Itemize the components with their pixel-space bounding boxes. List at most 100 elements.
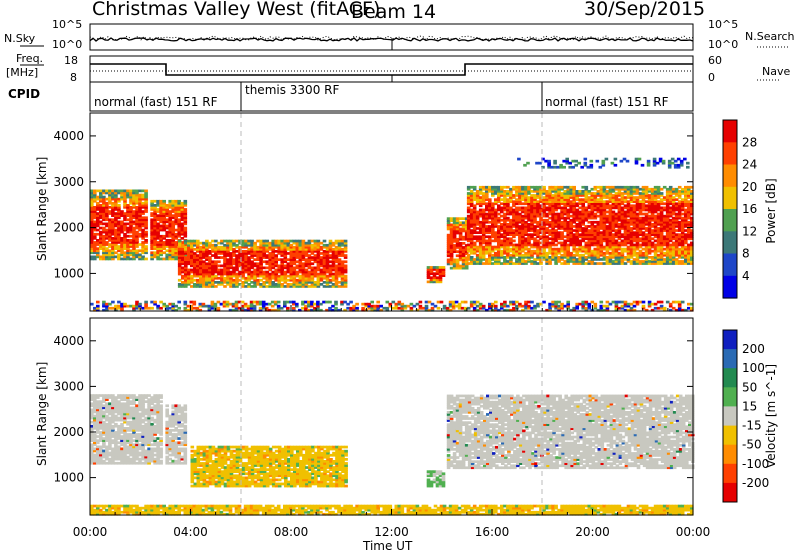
heatmap-cell: [307, 274, 312, 278]
heatmap-cell: [446, 250, 451, 253]
heatmap-cell: [596, 231, 601, 234]
heatmap-cell: [153, 218, 157, 222]
heatmap-cell: [298, 245, 303, 249]
heatmap-cell: [205, 256, 209, 259]
heatmap-cell: [581, 192, 585, 195]
heatmap-cell: [229, 252, 233, 255]
heatmap-cell: [587, 212, 592, 216]
heatmap-cell: [608, 239, 613, 243]
heatmap-cell: [488, 190, 492, 193]
heatmap-cell: [500, 249, 504, 253]
heatmap-cell: [551, 204, 555, 208]
heatmap-cell: [653, 229, 658, 232]
heatmap-cell: [96, 306, 100, 310]
heatmap-cell: [469, 251, 474, 255]
heatmap-cell: [208, 285, 212, 288]
heatmap-cell: [199, 272, 203, 276]
heatmap-cell: [539, 258, 543, 261]
heatmap-cell: [569, 218, 573, 222]
heatmap-cell: [512, 231, 516, 234]
heatmap-cell: [138, 222, 142, 226]
heatmap-cell: [229, 258, 233, 261]
heatmap-cell: [99, 208, 103, 211]
heatmap-cell: [150, 208, 154, 211]
heatmap-cell: [153, 220, 157, 224]
heatmap-cell: [126, 189, 130, 193]
heatmap-cell: [211, 262, 215, 266]
heatmap-cell: [162, 214, 166, 217]
heatmap-cell: [90, 224, 94, 228]
heatmap-cell: [677, 210, 682, 214]
heatmap-cell: [515, 218, 519, 222]
heatmap-cell: [614, 194, 619, 197]
heatmap-cell: [461, 252, 466, 255]
heatmap-cell: [536, 206, 540, 210]
heatmap-cell: [265, 276, 269, 280]
heatmap-cell: [680, 206, 685, 210]
heatmap-cell: [512, 229, 516, 232]
heatmap-cell: [274, 262, 278, 266]
heatmap-cell: [485, 202, 489, 206]
heatmap-cell: [629, 249, 634, 253]
heatmap-cell: [521, 237, 525, 241]
heatmap-cell: [569, 202, 573, 206]
heatmap-cell: [557, 258, 561, 261]
heatmap-cell: [340, 281, 345, 284]
heatmap-cell: [190, 285, 194, 288]
heatmap-cell: [584, 262, 589, 265]
heatmap-cell: [524, 225, 528, 228]
heatmap-cell: [343, 250, 348, 253]
heatmap-cell: [168, 230, 172, 234]
heatmap-cell: [138, 208, 142, 211]
heatmap-cell: [509, 258, 513, 261]
heatmap-cell: [641, 206, 646, 210]
heatmap-cell: [129, 191, 133, 195]
heatmap-cell: [280, 245, 284, 249]
heatmap-cell: [608, 260, 613, 263]
heatmap-cell: [551, 200, 555, 203]
heatmap-cell: [123, 302, 127, 306]
heatmap-cell: [187, 239, 191, 243]
heatmap-cell: [144, 226, 148, 230]
heatmap-cell: [647, 227, 652, 230]
heatmap-cell: [132, 249, 136, 253]
heatmap-cell: [328, 266, 333, 270]
heatmap-cell: [196, 283, 200, 286]
heatmap-cell: [659, 198, 664, 201]
heatmap-cell: [159, 206, 163, 209]
heatmap-cell: [102, 195, 106, 199]
heatmap-cell: [626, 194, 631, 197]
heatmap-cell: [668, 229, 673, 232]
heatmap-cell: [298, 281, 303, 284]
heatmap-cell: [475, 256, 480, 259]
heatmap-cell: [150, 243, 154, 246]
heatmap-cell: [632, 220, 637, 224]
heatmap-cell: [641, 198, 646, 201]
heatmap-cell: [259, 283, 263, 286]
heatmap-cell: [247, 260, 251, 264]
heatmap-cell: [310, 243, 315, 247]
heatmap-cell: [623, 235, 628, 239]
heatmap-cell: [506, 204, 510, 208]
heatmap-cell: [421, 306, 426, 310]
heatmap-cell: [614, 200, 619, 203]
heatmap-cell: [560, 225, 564, 228]
heatmap-cell: [647, 202, 652, 206]
heatmap-cell: [596, 200, 601, 203]
heatmap-cell: [120, 237, 124, 240]
heatmap-cell: [280, 270, 284, 274]
heatmap-cell: [659, 243, 664, 247]
heatmap-cell: [524, 192, 528, 195]
heatmap-cell: [563, 208, 567, 212]
heatmap-cell: [120, 193, 124, 197]
heatmap-cell: [623, 229, 628, 232]
heatmap-cell: [503, 196, 507, 199]
heatmap-cell: [214, 281, 218, 284]
heatmap-cell: [449, 231, 454, 235]
heatmap-cell: [690, 212, 694, 216]
heatmap-cell: [436, 306, 441, 310]
heatmap-cell: [190, 276, 194, 280]
heatmap-cell: [521, 229, 525, 232]
heatmap-cell: [593, 187, 598, 191]
heatmap-cell: [620, 243, 625, 247]
